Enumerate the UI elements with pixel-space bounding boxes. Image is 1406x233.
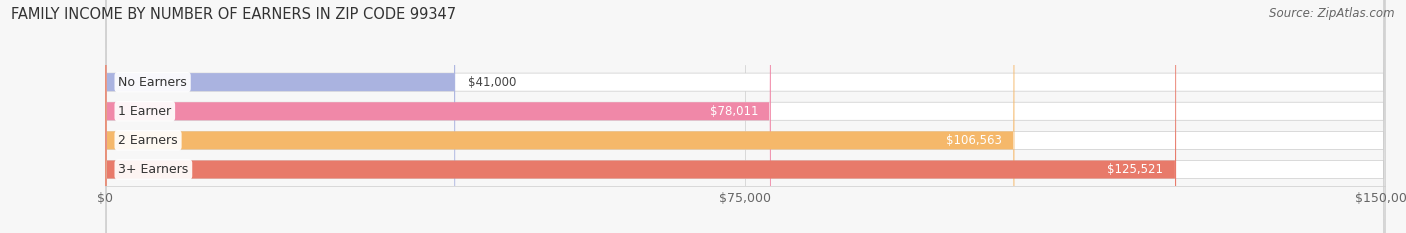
Text: 3+ Earners: 3+ Earners [118,163,188,176]
FancyBboxPatch shape [105,0,770,233]
Text: 1 Earner: 1 Earner [118,105,172,118]
FancyBboxPatch shape [105,0,1385,233]
Text: FAMILY INCOME BY NUMBER OF EARNERS IN ZIP CODE 99347: FAMILY INCOME BY NUMBER OF EARNERS IN ZI… [11,7,457,22]
FancyBboxPatch shape [105,0,456,233]
Text: $78,011: $78,011 [710,105,758,118]
Text: $41,000: $41,000 [468,76,516,89]
Text: Source: ZipAtlas.com: Source: ZipAtlas.com [1270,7,1395,20]
FancyBboxPatch shape [105,0,1175,233]
FancyBboxPatch shape [105,0,1385,233]
FancyBboxPatch shape [105,0,1385,233]
Text: $106,563: $106,563 [946,134,1001,147]
FancyBboxPatch shape [105,0,1385,233]
FancyBboxPatch shape [105,0,1014,233]
Text: $125,521: $125,521 [1108,163,1163,176]
Text: 2 Earners: 2 Earners [118,134,179,147]
Text: No Earners: No Earners [118,76,187,89]
